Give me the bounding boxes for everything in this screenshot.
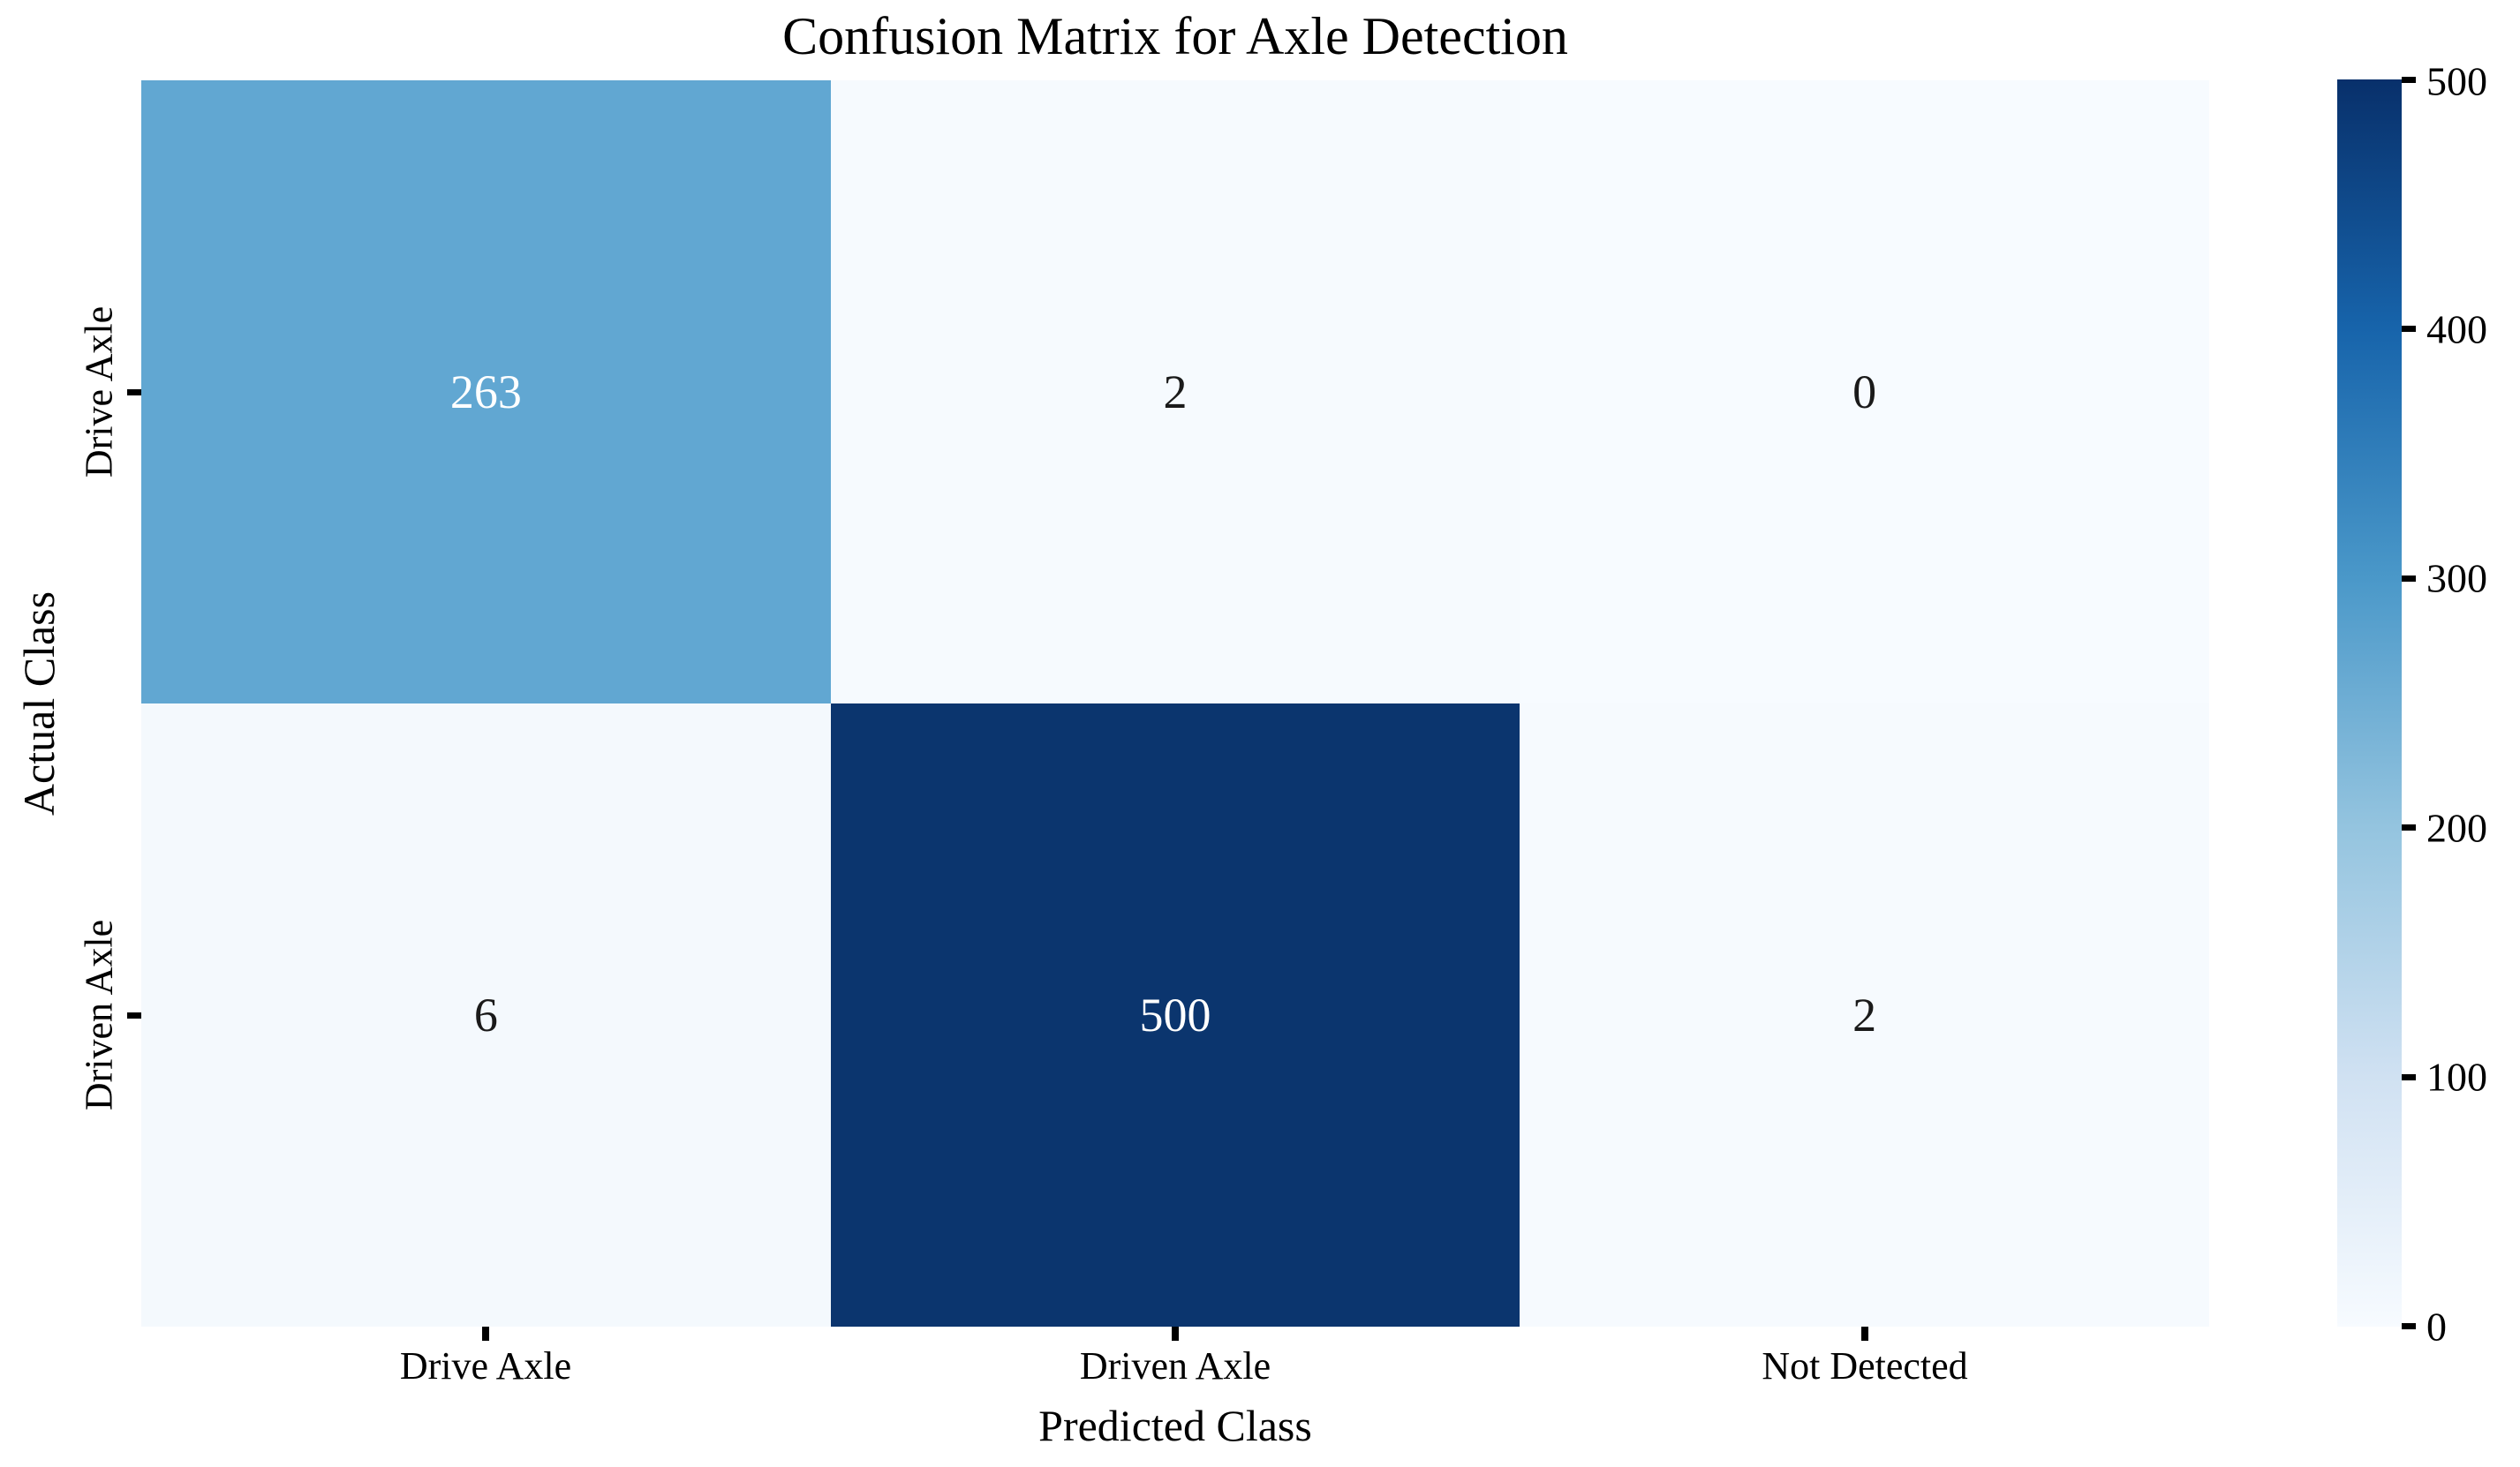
heatmap-cell: 500 xyxy=(830,703,1520,1327)
colorbar-tick-mark xyxy=(2402,1074,2416,1080)
chart-title: Confusion Matrix for Axle Detection xyxy=(782,7,1568,65)
x-tick-mark xyxy=(482,1327,489,1341)
cell-value: 263 xyxy=(449,365,522,418)
x-axis-label: Predicted Class xyxy=(1038,1401,1312,1450)
heatmap-axes: 263 2 0 6 500 2 xyxy=(141,80,2209,1327)
colorbar-tick-mark xyxy=(2402,1323,2416,1329)
colorbar-tick-label: 300 xyxy=(2426,555,2487,601)
cell-value: 2 xyxy=(1163,365,1188,418)
heatmap-cell: 263 xyxy=(141,80,831,703)
x-tick-label: Not Detected xyxy=(1762,1344,1968,1388)
heatmap-cell: 6 xyxy=(141,703,831,1327)
cell-value: 2 xyxy=(1852,989,1877,1042)
colorbar-tick-label: 200 xyxy=(2426,805,2487,851)
y-tick-label: Drive Axle xyxy=(77,305,121,478)
cell-value: 500 xyxy=(1139,989,1211,1042)
heatmap-cell: 2 xyxy=(830,80,1520,703)
colorbar-tick-mark xyxy=(2402,326,2416,332)
colorbar-tick-mark xyxy=(2402,824,2416,831)
y-tick-label: Driven Axle xyxy=(77,919,121,1111)
y-tick-mark xyxy=(127,389,141,395)
x-tick-label: Drive Axle xyxy=(399,1344,572,1388)
heatmap-cell: 2 xyxy=(1520,703,2209,1327)
heatmap-cell: 0 xyxy=(1520,80,2209,703)
colorbar-tick-mark xyxy=(2402,576,2416,582)
cell-value: 0 xyxy=(1852,365,1877,418)
colorbar-tick-label: 400 xyxy=(2426,306,2487,352)
colorbar-tick-label: 100 xyxy=(2426,1054,2487,1100)
colorbar-tick-label: 0 xyxy=(2426,1304,2447,1350)
colorbar-tick-label: 500 xyxy=(2426,58,2487,104)
cell-value: 6 xyxy=(473,989,498,1042)
y-tick-mark xyxy=(127,1012,141,1019)
x-tick-mark xyxy=(1172,1327,1179,1341)
colorbar xyxy=(2337,79,2402,1327)
y-axis-label: Actual Class xyxy=(14,591,64,816)
colorbar-tick-mark xyxy=(2402,77,2416,83)
x-tick-mark xyxy=(1861,1327,1868,1341)
x-tick-label: Driven Axle xyxy=(1079,1344,1271,1388)
